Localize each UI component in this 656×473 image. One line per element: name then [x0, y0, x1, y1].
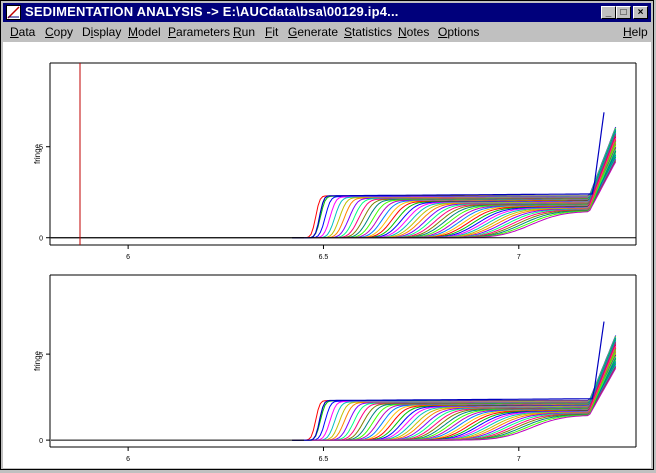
minimize-button[interactable]: _ [601, 6, 616, 19]
x-tick-label: 7 [517, 254, 521, 261]
scan-trace [292, 348, 617, 441]
x-tick-label: 7 [517, 456, 521, 463]
scan-trace [292, 347, 617, 441]
scan-trace [292, 353, 617, 441]
scan-trace [292, 127, 617, 239]
scan-trace [292, 148, 617, 239]
scan-trace [292, 335, 617, 441]
plot-area: 6 6.5 7 0 5 fringe 6 6.5 7 0 5 fringe [3, 42, 651, 468]
scan-trace [292, 141, 617, 239]
scan-trace [292, 368, 617, 441]
scan-trace [292, 135, 617, 239]
menu-run[interactable]: Run [233, 25, 256, 39]
scan-trace [292, 138, 617, 239]
scan-trace [292, 337, 617, 441]
scan-trace [292, 336, 617, 441]
scan-trace [292, 129, 617, 239]
menu-copy[interactable]: Copy [45, 25, 74, 39]
scan-trace [292, 148, 617, 239]
menu-generate[interactable]: Generate [288, 25, 339, 39]
title-bar[interactable]: SEDIMENTATION ANALYSIS -> E:\AUCdata\bsa… [3, 3, 651, 22]
scan-traces [51, 321, 617, 441]
scan-trace [292, 140, 617, 239]
app-logo-icon [7, 6, 20, 19]
scan-trace [292, 346, 617, 441]
scan-trace [292, 144, 617, 239]
scan-trace [292, 126, 617, 239]
menu-help[interactable]: Help [623, 25, 648, 39]
x-tick-label: 6 [126, 456, 130, 463]
scan-trace [292, 347, 617, 441]
scan-trace [292, 128, 617, 239]
envelope-trace [292, 321, 605, 441]
y-axis-label: fringe [33, 350, 42, 371]
scan-trace [292, 142, 617, 239]
scan-trace [292, 336, 617, 441]
maximize-button[interactable]: □ [616, 6, 631, 19]
menu-statistics[interactable]: Statistics [344, 25, 393, 39]
scan-trace [292, 146, 617, 239]
menu-fit[interactable]: Fit [265, 25, 279, 39]
y-tick-label: 5 [39, 145, 43, 152]
scan-traces [51, 112, 617, 239]
y-axis-label: fringe [33, 143, 42, 164]
menu-display[interactable]: Display [82, 25, 122, 39]
menu-parameters[interactable]: Parameters [168, 25, 231, 39]
scan-trace [292, 143, 617, 239]
scan-trace [292, 351, 617, 441]
scan-trace [292, 147, 617, 239]
scan-trace [292, 354, 617, 441]
x-tick-label: 6.5 [319, 456, 329, 463]
app-icon[interactable] [6, 5, 21, 20]
scan-trace [292, 141, 617, 239]
menu-options[interactable]: Options [438, 25, 480, 39]
scan-trace [292, 140, 617, 239]
y-tick-label: 0 [39, 438, 43, 445]
scan-trace [292, 355, 617, 441]
scan-trace [292, 349, 617, 441]
scan-trace [292, 352, 617, 441]
scan-trace [292, 138, 617, 239]
close-button[interactable]: × [633, 6, 648, 19]
envelope-trace [292, 112, 605, 239]
scan-trace [292, 345, 617, 441]
scan-trace [292, 139, 617, 239]
scan-trace [292, 346, 617, 441]
window-title: SEDIMENTATION ANALYSIS -> E:\AUCdata\bsa… [25, 4, 399, 19]
y-tick-label: 0 [39, 236, 43, 243]
menu-bar: Data Copy Display Model Parameters Run F… [3, 22, 651, 42]
y-tick-label: 5 [39, 352, 43, 359]
x-tick-label: 6 [126, 254, 130, 261]
scan-trace [292, 147, 617, 239]
scan-trace [292, 350, 617, 441]
scan-trace [292, 349, 617, 441]
x-tick-label: 6.5 [319, 254, 329, 261]
menu-notes[interactable]: Notes [398, 25, 430, 39]
menu-data[interactable]: Data [10, 25, 36, 39]
scan-trace [292, 138, 617, 239]
menu-model[interactable]: Model [128, 25, 161, 39]
scan-trace [292, 343, 617, 441]
scan-trace [292, 146, 617, 239]
scan-trace [292, 146, 617, 239]
scan-trace [292, 354, 617, 441]
scan-trace [292, 355, 617, 441]
scan-trace [292, 353, 617, 441]
scan-trace [292, 354, 617, 441]
